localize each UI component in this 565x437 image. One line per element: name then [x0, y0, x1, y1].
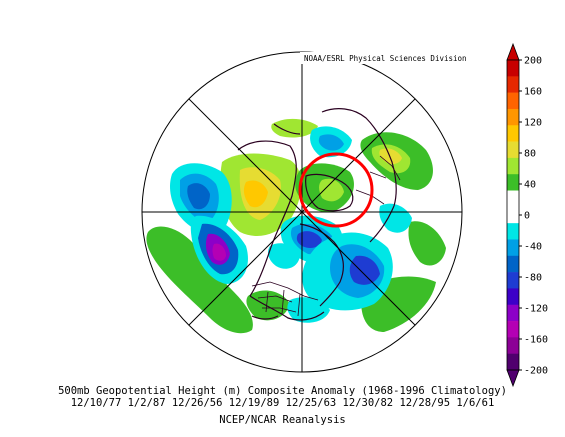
colorbar-cell [507, 92, 519, 110]
colorbar-label: 40 [524, 180, 536, 191]
map-caption-title: 500mb Geopotential Height (m) Composite … [58, 385, 507, 397]
colorbar-cells [506, 42, 520, 388]
colorbar-cell [507, 272, 519, 289]
colorbar-label: 200 [524, 56, 542, 67]
colorbar-label: -200 [524, 366, 548, 377]
map-caption-source: NCEP/NCAR Reanalysis [219, 414, 346, 426]
anomaly-field [142, 52, 462, 372]
colorbar-cell [507, 321, 519, 338]
colorbar-bottom-arrow [506, 369, 520, 388]
colorbar-cell [507, 141, 519, 159]
colorbar-cell [507, 76, 519, 93]
colorbar-cell [507, 108, 519, 126]
colorbar-cell [507, 60, 519, 77]
colorbar-cell [507, 174, 519, 191]
colorbar-label: -40 [524, 242, 542, 253]
country-borders [251, 155, 401, 317]
colorbar-labels: 200 160 120 80 40 0 -40 -80 -120 -160 -200 [519, 56, 548, 377]
lat-lon-grid [142, 52, 462, 372]
colorbar-top-arrow [506, 42, 520, 61]
colorbar-label: 160 [524, 87, 542, 98]
colorbar-label: -120 [524, 304, 548, 315]
colorbar-label: -160 [524, 335, 548, 346]
colorbar-cell [507, 255, 519, 273]
colorbar-label: 120 [524, 118, 542, 129]
colorbar-label: -80 [524, 273, 542, 284]
colorbar-cell [507, 288, 519, 306]
coastlines [237, 108, 397, 321]
colorbar-cell [507, 223, 519, 240]
colorbar-cell [507, 239, 519, 257]
colorbar-cell [507, 125, 519, 142]
map-caption-dates: 12/10/77 1/2/87 12/26/56 12/19/89 12/25/… [70, 397, 495, 409]
colorbar-cell [507, 337, 519, 354]
colorbar-label: 0 [524, 211, 530, 222]
negative-anomaly-regions [170, 126, 412, 323]
credit-box [300, 52, 462, 64]
colorbar-cell [507, 157, 519, 175]
colorbar: 200 160 120 80 40 0 -40 -80 -120 -160 -200 [506, 42, 548, 388]
colorbar-cell [507, 353, 519, 371]
colorbar-label: 80 [524, 149, 536, 160]
colorbar-cell [507, 190, 519, 208]
colorbar-cell [507, 206, 519, 224]
credit-text: NOAA/ESRL Physical Sciences Division [304, 54, 467, 63]
colorbar-cell [507, 304, 519, 322]
highlight-circle [298, 152, 374, 228]
